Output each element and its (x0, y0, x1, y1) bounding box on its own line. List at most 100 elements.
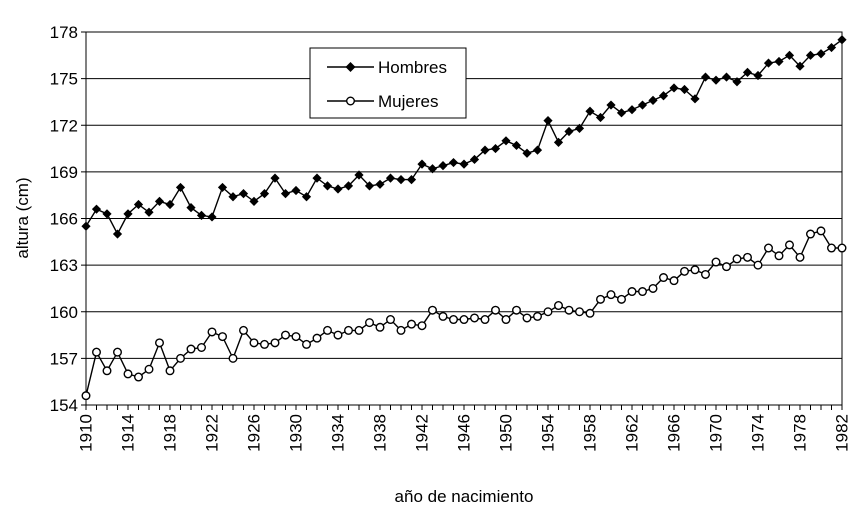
data-point-hombres (322, 181, 333, 191)
data-point-mujeres (144, 364, 154, 374)
data-point-hombres (144, 207, 154, 217)
data-point-hombres (511, 140, 522, 151)
data-point-hombres (774, 56, 784, 67)
data-point-hombres (259, 189, 270, 199)
data-point-mujeres (312, 333, 322, 343)
data-point-hombres (753, 70, 763, 81)
y-tick-label: 163 (50, 256, 78, 275)
data-point-hombres (826, 42, 837, 53)
data-point-mujeres (175, 353, 185, 363)
data-point-mujeres (722, 262, 732, 272)
data-point-mujeres (133, 372, 143, 382)
y-tick-label: 175 (50, 70, 78, 89)
data-point-hombres (312, 173, 322, 183)
legend-label-mujeres: Mujeres (378, 92, 438, 111)
data-point-hombres (574, 123, 585, 133)
data-point-mujeres (764, 243, 774, 253)
data-point-mujeres (585, 308, 595, 318)
data-point-mujeres (102, 366, 112, 376)
legend: Hombres Mujeres (309, 47, 467, 119)
series-mujeres (81, 226, 847, 401)
data-point-mujeres (459, 315, 469, 325)
data-point-hombres (763, 58, 774, 68)
data-point-hombres (133, 199, 144, 210)
data-point-hombres (522, 148, 532, 158)
data-point-mujeres (270, 338, 280, 348)
data-point-mujeres (449, 315, 459, 325)
x-tick-label: 1974 (749, 414, 768, 452)
data-point-mujeres (491, 305, 501, 315)
data-point-hombres (679, 84, 690, 95)
data-point-mujeres (302, 339, 312, 349)
data-point-hombres (616, 108, 627, 118)
data-point-hombres (459, 159, 469, 169)
data-point-hombres (585, 106, 595, 116)
data-point-mujeres (480, 315, 490, 325)
data-point-hombres (816, 49, 826, 59)
data-point-mujeres (596, 294, 606, 304)
data-point-mujeres (680, 266, 690, 276)
data-point-hombres (795, 61, 805, 71)
data-point-mujeres (365, 318, 375, 328)
data-point-hombres (711, 75, 721, 85)
data-point-mujeres (386, 315, 396, 325)
x-tick-label: 1942 (413, 414, 432, 452)
data-point-mujeres (323, 325, 333, 335)
data-point-hombres (154, 196, 165, 207)
data-point-mujeres (827, 243, 837, 253)
x-tick-label: 1962 (623, 414, 642, 452)
y-tick-label: 160 (50, 303, 78, 322)
y-tick-label: 178 (50, 23, 78, 42)
x-tick-label: 1914 (119, 414, 138, 452)
data-point-hombres (396, 175, 406, 185)
x-axis-ticks: 1910 1914 1918 1922 1926 1930 1934 1938 1942 1946… (77, 405, 850, 452)
data-point-hombres (333, 184, 343, 194)
data-point-hombres (175, 182, 186, 193)
data-point-hombres (81, 221, 91, 231)
y-tick-label: 169 (50, 163, 78, 182)
data-point-mujeres (123, 369, 133, 379)
series-layer (81, 35, 847, 401)
data-point-mujeres (701, 269, 711, 279)
x-tick-label: 1950 (497, 414, 516, 452)
y-tick-label: 157 (50, 349, 78, 368)
data-point-mujeres (512, 305, 522, 315)
data-point-hombres (648, 95, 658, 105)
data-point-hombres (91, 204, 102, 214)
data-point-hombres (385, 173, 396, 183)
data-point-mujeres (816, 226, 826, 236)
data-point-mujeres (659, 273, 669, 283)
legend-box (309, 47, 467, 119)
data-point-hombres (207, 212, 217, 222)
data-point-hombres (186, 203, 196, 213)
data-point-mujeres (228, 353, 238, 363)
data-point-hombres (123, 209, 133, 219)
data-point-hombres (354, 170, 364, 180)
data-point-mujeres (774, 251, 784, 261)
data-point-mujeres (375, 322, 385, 332)
data-point-mujeres (196, 342, 206, 352)
x-tick-label: 1958 (581, 414, 600, 452)
data-point-hombres (669, 83, 679, 93)
x-tick-label: 1978 (791, 414, 810, 452)
data-point-hombres (721, 72, 732, 82)
data-point-mujeres (112, 347, 122, 357)
x-tick-label: 1930 (287, 414, 306, 452)
data-point-hombres (238, 189, 249, 199)
data-point-hombres (343, 181, 354, 191)
data-point-mujeres (281, 330, 291, 340)
x-tick-label: 1910 (77, 414, 96, 452)
data-point-mujeres (522, 313, 532, 323)
data-point-mujeres (154, 338, 164, 348)
data-point-mujeres (396, 325, 406, 335)
x-tick-label: 1926 (245, 414, 264, 452)
data-point-hombres (217, 182, 228, 193)
data-point-mujeres (795, 252, 805, 262)
data-point-hombres (249, 196, 259, 207)
data-point-hombres (196, 210, 207, 220)
y-tick-label: 172 (50, 116, 78, 135)
data-point-mujeres (575, 307, 585, 317)
y-axis-title: altura (cm) (13, 177, 32, 258)
data-point-mujeres (669, 276, 679, 286)
data-point-hombres (543, 115, 553, 126)
